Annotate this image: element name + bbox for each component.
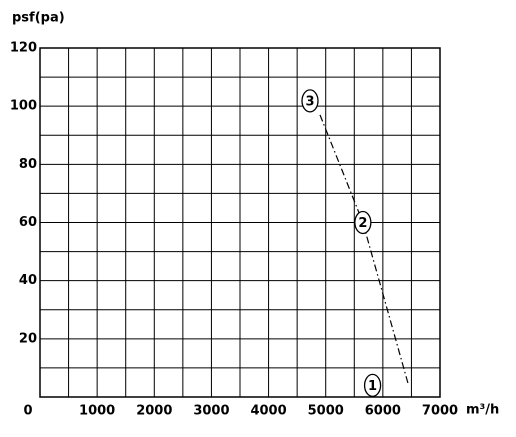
x-tick-label: 0 — [23, 404, 32, 419]
point-marker — [354, 210, 372, 235]
point-label: 3 — [305, 94, 314, 109]
y-tick-label: 20 — [19, 331, 37, 346]
x-tick-label: 5000 — [308, 404, 344, 419]
y-axis-label: psf(pa) — [12, 11, 65, 26]
x-axis-label: m³/h — [466, 403, 499, 418]
y-tick-label: 60 — [19, 215, 37, 230]
x-tick-label: 3000 — [193, 404, 229, 419]
x-tick-label: 2000 — [136, 404, 172, 419]
y-tick-label: 40 — [19, 273, 37, 288]
point-label: 2 — [358, 216, 367, 231]
y-tick-label: 120 — [10, 41, 37, 56]
point-marker — [363, 373, 382, 398]
x-tick-label: 4000 — [250, 404, 286, 419]
point-label: 1 — [368, 379, 377, 394]
point-marker — [301, 89, 319, 113]
x-tick-label: 1000 — [79, 404, 115, 419]
y-tick-label: 80 — [19, 157, 37, 172]
x-tick-label: 6000 — [365, 404, 401, 419]
x-tick-label: 7000 — [422, 404, 458, 419]
y-tick-label: 100 — [10, 99, 37, 114]
curve — [319, 114, 410, 386]
